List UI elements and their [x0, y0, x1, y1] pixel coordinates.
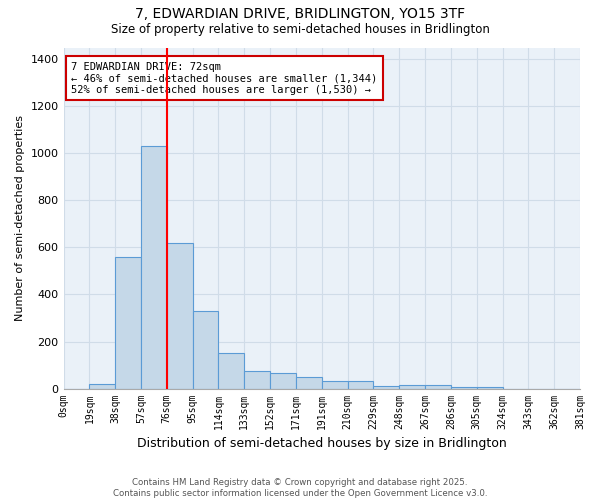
- Bar: [193, 311, 218, 388]
- Text: 7, EDWARDIAN DRIVE, BRIDLINGTON, YO15 3TF: 7, EDWARDIAN DRIVE, BRIDLINGTON, YO15 3T…: [135, 8, 465, 22]
- Text: 7 EDWARDIAN DRIVE: 72sqm
← 46% of semi-detached houses are smaller (1,344)
52% o: 7 EDWARDIAN DRIVE: 72sqm ← 46% of semi-d…: [71, 62, 377, 95]
- Bar: [347, 382, 373, 388]
- Bar: [218, 354, 244, 388]
- Bar: [89, 384, 115, 388]
- Bar: [296, 377, 322, 388]
- Bar: [270, 374, 296, 388]
- Bar: [244, 371, 270, 388]
- Bar: [167, 242, 193, 388]
- Bar: [425, 385, 451, 388]
- X-axis label: Distribution of semi-detached houses by size in Bridlington: Distribution of semi-detached houses by …: [137, 437, 506, 450]
- Y-axis label: Number of semi-detached properties: Number of semi-detached properties: [15, 115, 25, 321]
- Bar: [322, 382, 347, 388]
- Bar: [399, 385, 425, 388]
- Text: Size of property relative to semi-detached houses in Bridlington: Size of property relative to semi-detach…: [110, 22, 490, 36]
- Bar: [373, 386, 399, 388]
- Bar: [115, 257, 141, 388]
- Text: Contains HM Land Registry data © Crown copyright and database right 2025.
Contai: Contains HM Land Registry data © Crown c…: [113, 478, 487, 498]
- Bar: [141, 146, 167, 388]
